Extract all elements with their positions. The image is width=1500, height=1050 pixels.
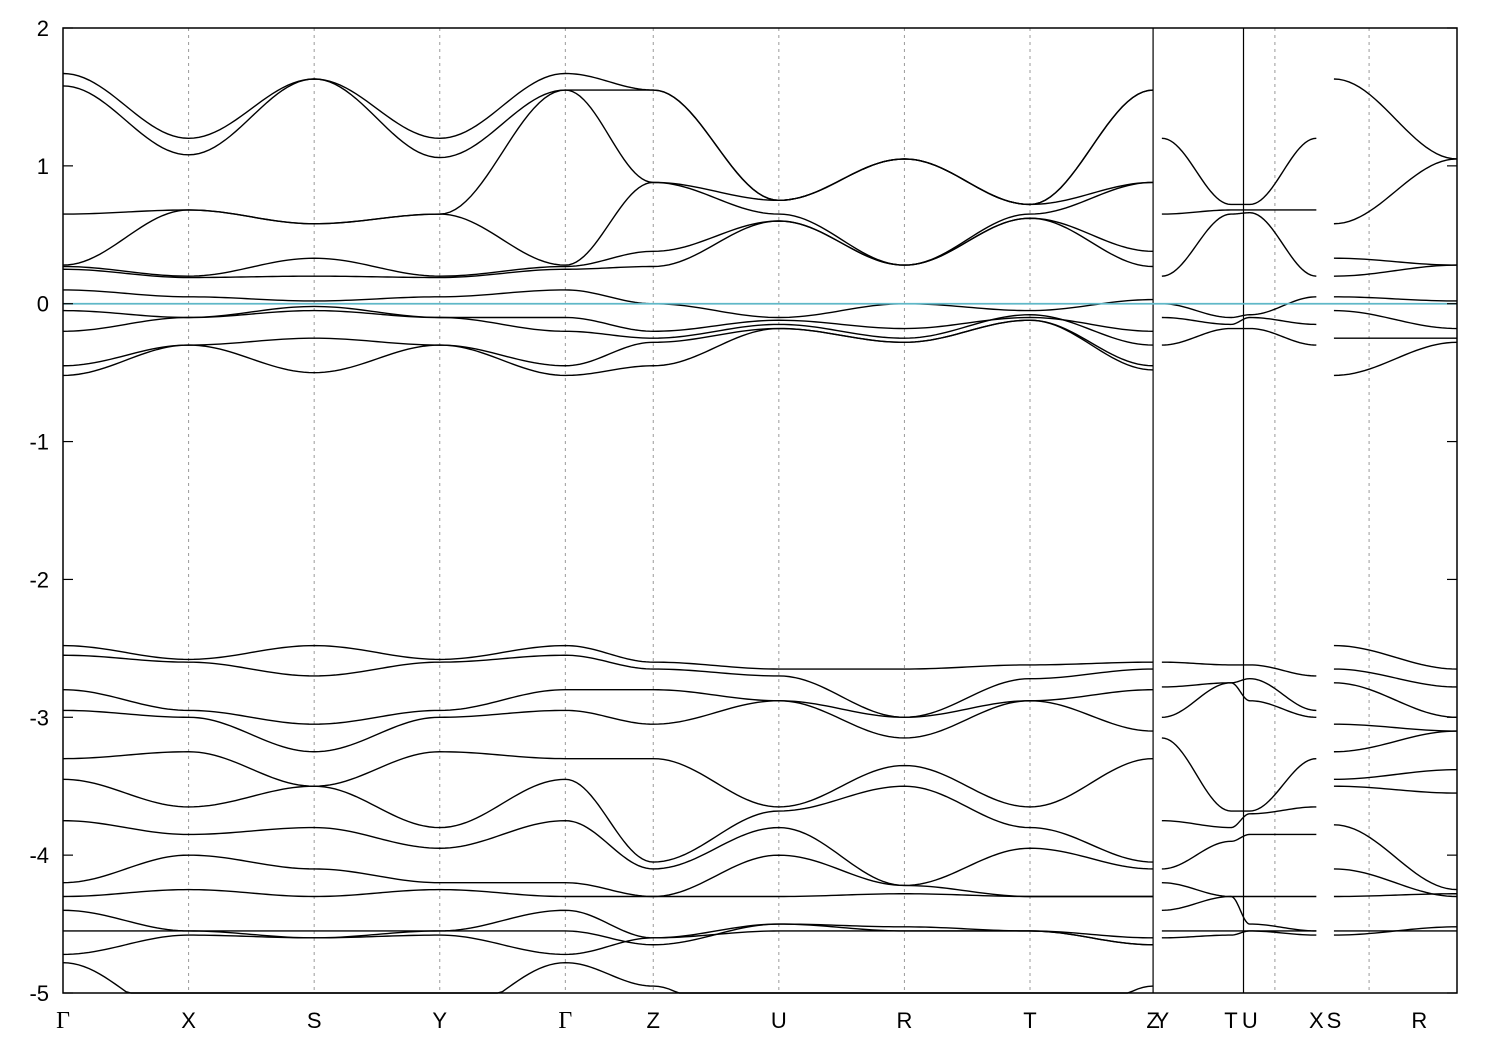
k-point-label: X <box>1309 1008 1324 1033</box>
band-line <box>62 819 1154 887</box>
band-line <box>1333 257 1458 266</box>
y-tick-label: -1 <box>29 430 49 455</box>
y-tick-label: 0 <box>37 292 49 317</box>
band-line <box>1161 661 1317 677</box>
k-point-label: S <box>307 1008 322 1033</box>
band-line <box>1333 893 1458 898</box>
band-line <box>62 930 1154 956</box>
band-line <box>62 909 1154 939</box>
band-line <box>1333 264 1458 277</box>
k-point-label: Γ <box>56 1008 70 1034</box>
band-line <box>1161 930 1317 939</box>
band-line <box>62 888 1154 898</box>
band-line <box>1161 882 1317 898</box>
band-line <box>1161 895 1317 932</box>
band-line <box>1333 78 1458 160</box>
band-line <box>1333 730 1458 753</box>
band-line <box>1333 309 1458 330</box>
band-line <box>1333 682 1458 718</box>
band-line <box>1333 341 1458 377</box>
band-line <box>1161 806 1317 829</box>
band-line <box>1333 668 1458 688</box>
k-point-label: R <box>1411 1008 1427 1033</box>
band-line <box>1333 868 1458 898</box>
k-point-label: Z <box>647 1008 660 1033</box>
band-line <box>1161 737 1317 812</box>
band-line <box>62 700 1154 753</box>
band-line <box>1161 212 1317 277</box>
band-line <box>1333 158 1458 225</box>
k-point-label: T <box>1023 1008 1036 1033</box>
band-line <box>1161 833 1317 870</box>
band-line <box>62 217 1154 279</box>
band-line <box>62 751 1154 808</box>
k-point-label: T <box>1224 1008 1237 1033</box>
k-point-grid-lines <box>188 28 1370 993</box>
y-tick-label: -5 <box>29 981 49 1006</box>
k-point-label: Y <box>1155 1008 1170 1033</box>
y-tick-label: 1 <box>37 154 49 179</box>
band-line <box>62 854 1154 898</box>
band-line <box>62 654 1154 718</box>
band-line <box>1333 723 1458 732</box>
k-point-label: R <box>896 1008 912 1033</box>
plot-frame <box>62 27 1458 994</box>
y-tick-label: -4 <box>29 843 49 868</box>
band-line <box>62 778 1154 863</box>
band-line <box>62 689 1154 725</box>
k-point-label: S <box>1327 1008 1342 1033</box>
band-line <box>1161 137 1317 206</box>
k-point-label: X <box>181 1008 196 1033</box>
k-point-label: Z <box>1146 1008 1159 1033</box>
band-line <box>62 309 1154 332</box>
band-line <box>62 289 1154 319</box>
k-point-label: U <box>1242 1008 1258 1033</box>
k-point-label: Γ <box>558 1008 572 1034</box>
band-line <box>1333 768 1458 781</box>
k-point-label: Y <box>432 1008 447 1033</box>
band-line <box>1333 644 1458 670</box>
k-point-label: U <box>771 1008 787 1033</box>
band-line <box>62 644 1154 670</box>
band-line <box>1333 296 1458 302</box>
band-line <box>62 319 1154 377</box>
band-line <box>1161 327 1317 346</box>
band-line <box>1333 824 1458 891</box>
y-tick-label: -3 <box>29 705 49 730</box>
band-line <box>62 181 1154 266</box>
band-line <box>1333 785 1458 794</box>
x-axis-k-labels: Γ X S Y Γ Z U R T ZY T U X S R <box>56 1008 1427 1034</box>
band-line <box>1161 296 1317 319</box>
y-tick-label: -2 <box>29 567 49 592</box>
band-line <box>62 305 1154 346</box>
band-line <box>1161 316 1317 326</box>
y-axis: 2 1 0 -1 -2 -3 -4 -5 <box>29 16 1457 1006</box>
band-line <box>1333 926 1458 936</box>
y-tick-label: 2 <box>37 16 49 41</box>
band-line <box>1161 677 1317 712</box>
band-line <box>1161 209 1317 215</box>
band-line <box>1161 682 1317 718</box>
